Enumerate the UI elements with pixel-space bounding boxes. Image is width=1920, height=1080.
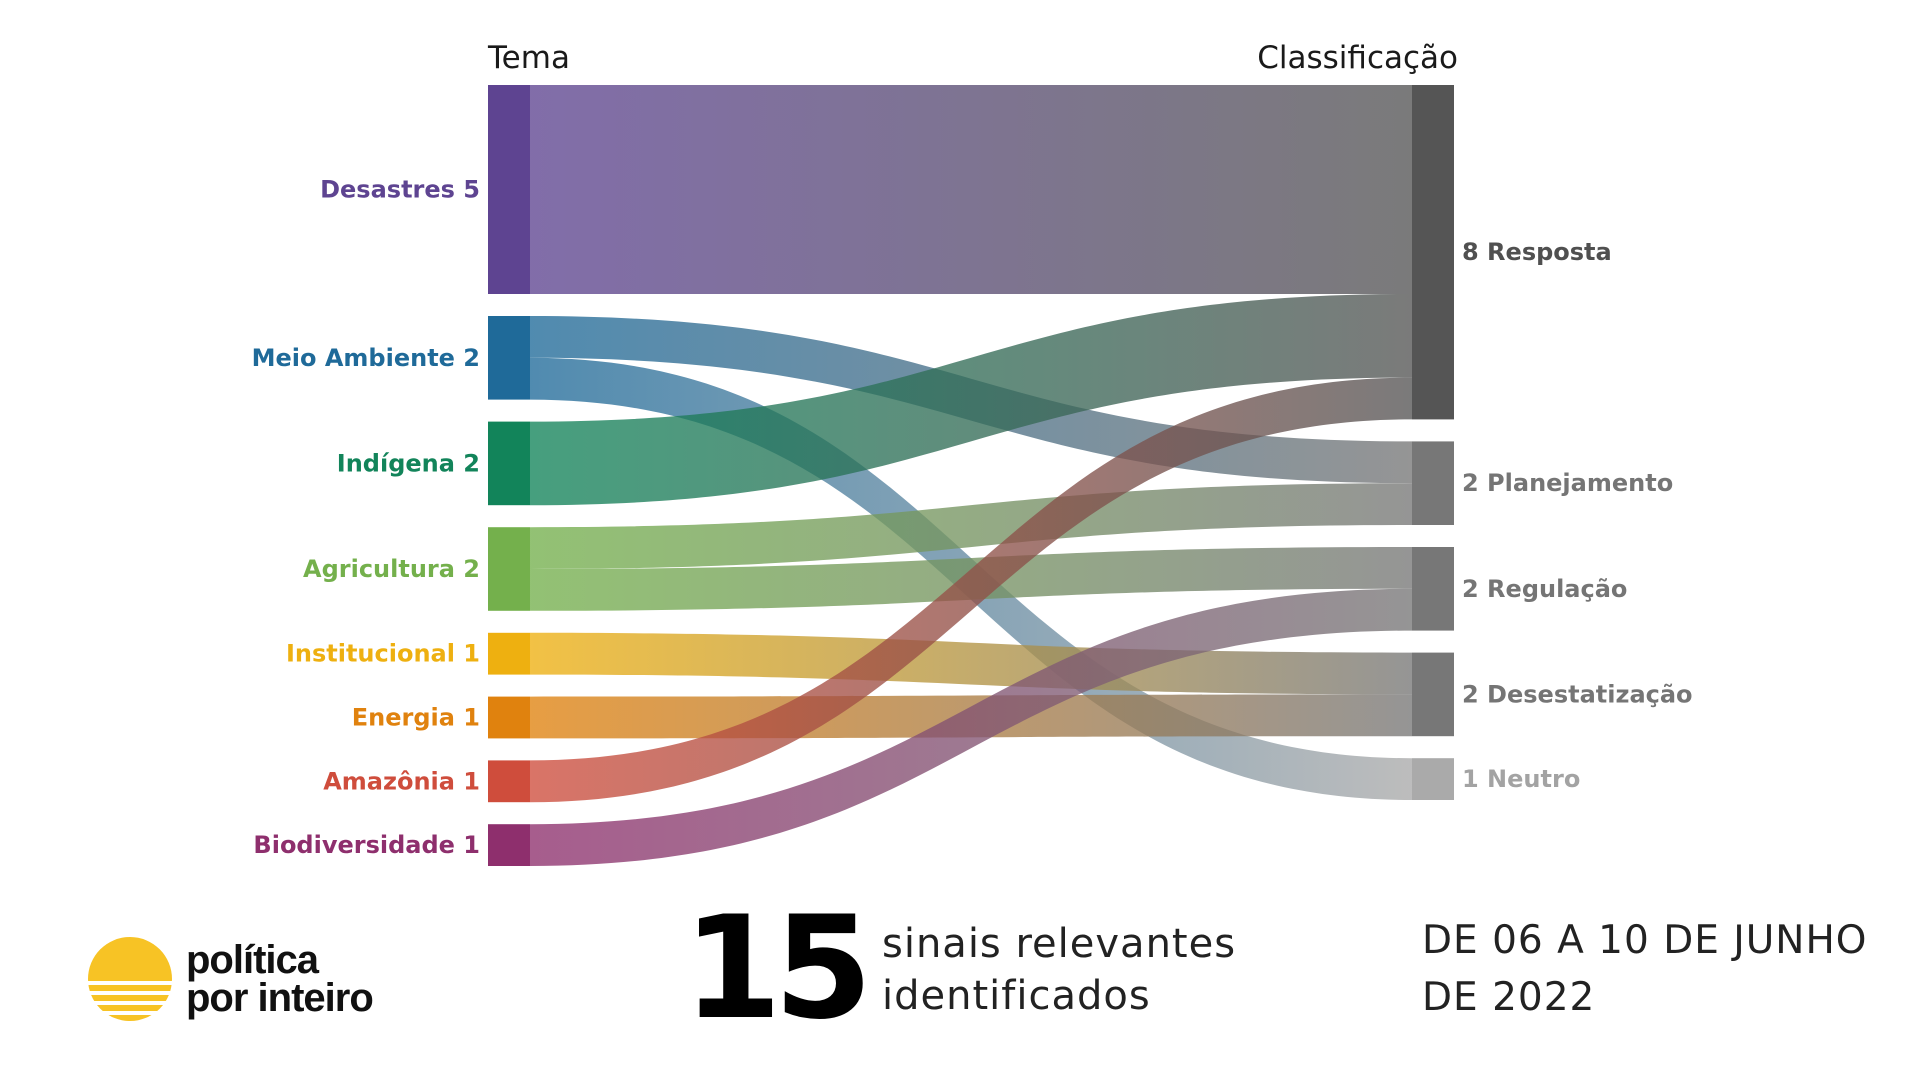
source-label-energia: Energia 1 bbox=[352, 704, 480, 732]
source-node-agricultura bbox=[488, 527, 530, 611]
source-node-meio-ambiente bbox=[488, 316, 530, 400]
signals-line-2: identificados bbox=[882, 973, 1151, 1019]
sankey-link-agricultura-to-planejamento bbox=[530, 483, 1412, 569]
sun-top bbox=[88, 937, 172, 981]
sun-stripe bbox=[88, 985, 172, 991]
sun-stripe bbox=[88, 995, 172, 1001]
source-node-energia bbox=[488, 696, 530, 739]
sankey-labels: Desastres 5 Meio Ambiente 2 Indígena 2 Agri… bbox=[252, 176, 1693, 860]
source-node-biodiversidade bbox=[488, 824, 530, 866]
source-node-desastres bbox=[488, 85, 530, 294]
sankey-link-biodiversidade-to-regulacao bbox=[530, 588, 1412, 866]
source-label-biodiversidade: Biodiversidade 1 bbox=[253, 831, 480, 859]
sankey-link-amazonia-to-resposta bbox=[530, 377, 1412, 803]
signals-line-1: sinais relevantes bbox=[882, 921, 1237, 967]
source-label-institucional: Institucional 1 bbox=[286, 640, 480, 668]
source-node-institucional bbox=[488, 632, 530, 675]
sankey-link-indigena-to-resposta bbox=[530, 294, 1412, 506]
logo-wordmark: política por inteiro bbox=[186, 938, 374, 1020]
sankey-nodes bbox=[488, 85, 1454, 866]
target-label-resposta: 8 Resposta bbox=[1462, 238, 1612, 266]
sun-stripe bbox=[88, 1005, 172, 1011]
logo-line-1: política bbox=[186, 938, 319, 982]
target-node-regulacao bbox=[1412, 547, 1454, 631]
target-label-desestatizacao: 2 Desestatização bbox=[1462, 680, 1693, 708]
target-node-planejamento bbox=[1412, 441, 1454, 525]
target-node-neutro bbox=[1412, 758, 1454, 800]
source-label-meio-ambiente: Meio Ambiente 2 bbox=[252, 344, 480, 372]
sankey-links bbox=[530, 85, 1412, 866]
sankey-link-institucional-to-desestatizacao bbox=[530, 632, 1412, 695]
source-label-desastres: Desastres 5 bbox=[320, 176, 480, 204]
sun-logo-icon bbox=[88, 937, 172, 1021]
target-label-regulacao: 2 Regulação bbox=[1462, 575, 1627, 603]
source-node-amazonia bbox=[488, 760, 530, 803]
period-line-1: DE 06 A 10 DE JUNHO bbox=[1422, 918, 1868, 963]
sankey-diagram: Tema Classificação Desastres 5 Meio Ambie… bbox=[252, 40, 1693, 866]
sankey-link-desastres-to-resposta bbox=[530, 85, 1412, 294]
header-classificacao: Classificação bbox=[1257, 40, 1458, 76]
header-tema: Tema bbox=[487, 40, 570, 76]
target-node-resposta bbox=[1412, 85, 1454, 420]
logo-line-2: por inteiro bbox=[186, 976, 374, 1020]
target-node-desestatizacao bbox=[1412, 652, 1454, 737]
source-label-agricultura: Agricultura 2 bbox=[303, 555, 480, 583]
sun-stripe bbox=[88, 1015, 172, 1021]
source-node-indigena bbox=[488, 421, 530, 506]
target-label-neutro: 1 Neutro bbox=[1462, 765, 1580, 793]
signals-caption: sinais relevantes identificados bbox=[882, 918, 1236, 1022]
source-label-indigena: Indígena 2 bbox=[337, 449, 480, 477]
period-caption: DE 06 A 10 DE JUNHO DE 2022 bbox=[1422, 912, 1868, 1026]
brand-logo: política por inteiro bbox=[86, 935, 446, 1025]
source-label-amazonia: Amazônia 1 bbox=[323, 767, 480, 795]
period-line-2: DE 2022 bbox=[1422, 975, 1596, 1020]
target-label-planejamento: 2 Planejamento bbox=[1462, 469, 1673, 497]
signal-count: 15 bbox=[683, 886, 873, 1051]
